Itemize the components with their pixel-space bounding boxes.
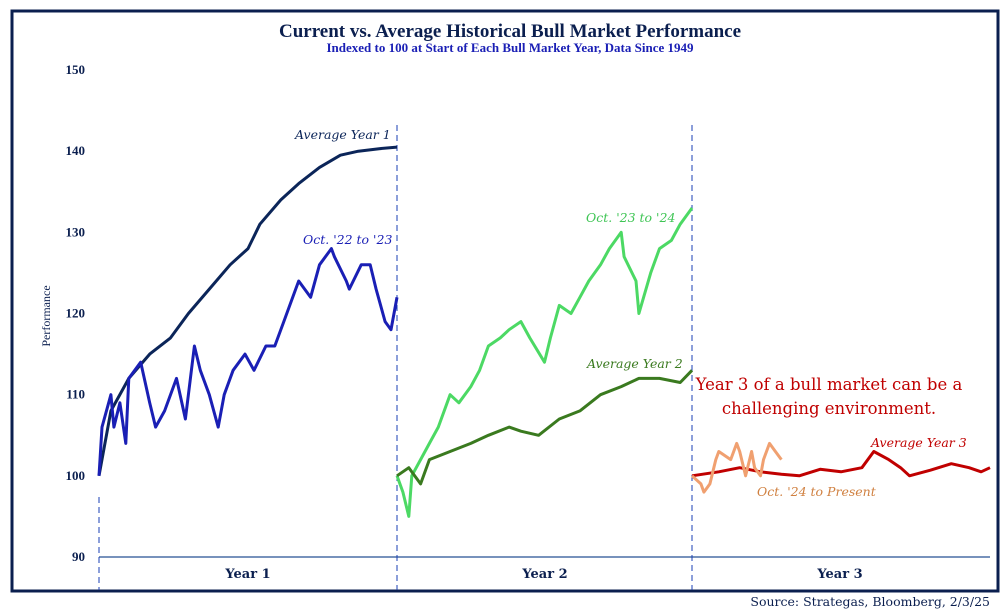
y-tick-label: 150 [66, 62, 86, 77]
label-oct-22-to-23: Oct. '22 to '23 [303, 232, 392, 247]
y-tick-label: 100 [66, 468, 86, 483]
x-tick-year-2: Year 2 [521, 567, 567, 582]
y-tick-label: 90 [72, 549, 85, 564]
y-tick-label: 120 [66, 306, 86, 321]
series-line-average-year-2 [396, 369, 694, 486]
y-axis-label: Performance [39, 285, 53, 346]
label-oct-24-to-present: Oct. '24 to Present [757, 484, 877, 499]
annotation-line-2: challenging environment. [722, 399, 936, 418]
y-tick-label: 140 [66, 143, 86, 158]
label-average-year-3: Average Year 3 [870, 435, 967, 450]
series-line-average-year-1 [97, 145, 398, 477]
label-average-year-2: Average Year 2 [586, 356, 683, 371]
series-line-oct-22-to-23 [97, 247, 399, 476]
chart-frame [10, 9, 1000, 593]
y-tick-label: 110 [66, 387, 85, 402]
annotation-line-1: Year 3 of a bull market can be a [695, 375, 963, 394]
series-line-oct-24-to-present [690, 441, 783, 494]
x-tick-year-3: Year 3 [816, 567, 862, 582]
y-tick-label: 130 [66, 224, 86, 239]
x-tick-year-1: Year 1 [224, 567, 270, 582]
source-note: Source: Strategas, Bloomberg, 2/3/25 [750, 594, 990, 609]
series-line-average-year-3 [691, 450, 991, 478]
label-oct-23-to-24: Oct. '23 to '24 [586, 210, 675, 225]
chart-title: Current vs. Average Historical Bull Mark… [279, 21, 741, 42]
label-average-year-1: Average Year 1 [294, 127, 391, 142]
chart-subtitle: Indexed to 100 at Start of Each Bull Mar… [327, 40, 694, 55]
series-line-oct-23-to-24 [395, 207, 694, 518]
